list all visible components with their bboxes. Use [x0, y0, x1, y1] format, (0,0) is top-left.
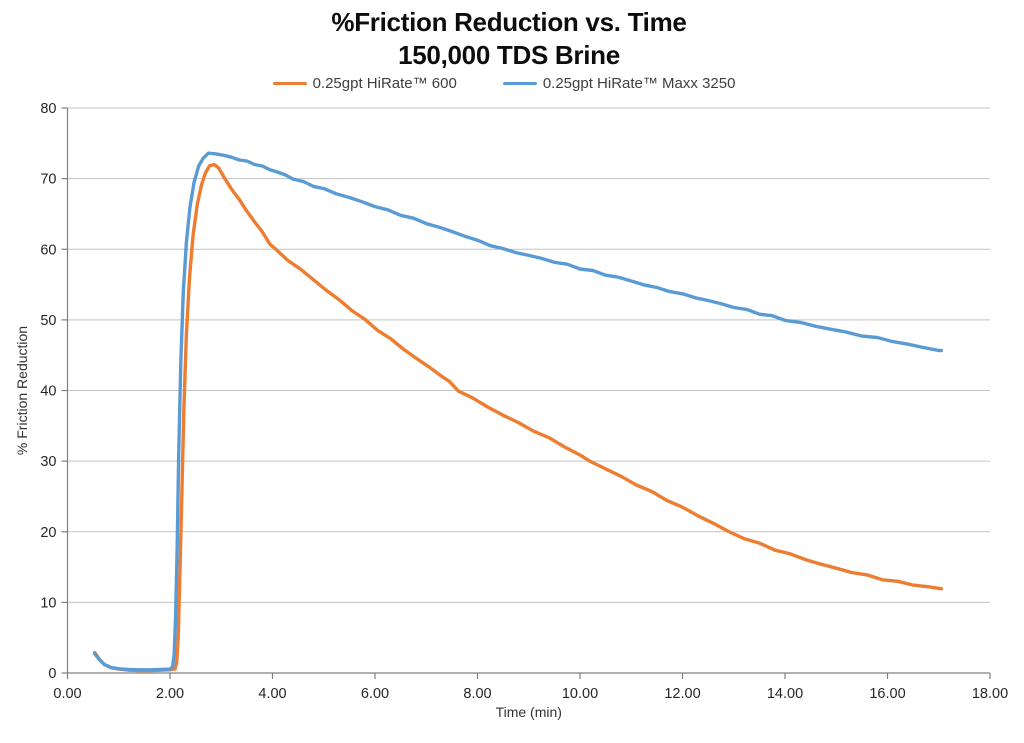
legend-swatch-blue-icon [502, 81, 537, 86]
series-line-hirate-maxx-3250 [92, 151, 943, 672]
y-tick-label-80: 80 [40, 101, 56, 117]
y-tick-label-50: 50 [40, 313, 56, 329]
legend-item-hirate-600: 0.25gpt HiRate™ 600 [272, 75, 457, 92]
x-tick-label-14.00: 14.00 [767, 686, 803, 702]
y-tick-label-40: 40 [40, 384, 56, 400]
x-tick-label-4.00: 4.00 [258, 686, 286, 702]
legend-swatch-orange-icon [272, 81, 307, 86]
y-tick-label-10: 10 [40, 595, 56, 611]
legend-label-hirate-maxx-3250: 0.25gpt HiRate™ Maxx 3250 [542, 75, 736, 92]
y-tick-label-30: 30 [40, 454, 56, 470]
x-tick-label-0.00: 0.00 [53, 686, 81, 702]
y-tick-label-70: 70 [40, 172, 56, 188]
y-tick-label-60: 60 [40, 242, 56, 258]
series-line-hirate-600 [92, 162, 943, 673]
x-tick-label-8.00: 8.00 [463, 686, 491, 702]
x-tick-label-18.00: 18.00 [972, 686, 1008, 702]
x-tick-label-2.00: 2.00 [156, 686, 184, 702]
legend-item-hirate-maxx-3250: 0.25gpt HiRate™ Maxx 3250 [502, 75, 736, 92]
x-tick-label-10.00: 10.00 [562, 686, 598, 702]
x-tick-label-12.00: 12.00 [664, 686, 700, 702]
y-tick-label-0: 0 [48, 666, 56, 682]
chart-title: %Friction Reduction vs. Time [331, 7, 687, 37]
y-axis-title: % Friction Reduction [14, 326, 30, 455]
legend-label-hirate-600: 0.25gpt HiRate™ 600 [312, 75, 457, 92]
x-axis-title: Time (min) [496, 704, 562, 720]
chart-subtitle: 150,000 TDS Brine [398, 40, 620, 70]
y-tick-label-20: 20 [40, 525, 56, 541]
legend: 0.25gpt HiRate™ 600 0.25gpt HiRate™ Maxx… [0, 75, 1008, 92]
x-tick-label-6.00: 6.00 [361, 686, 389, 702]
x-tick-label-16.00: 16.00 [869, 686, 905, 702]
